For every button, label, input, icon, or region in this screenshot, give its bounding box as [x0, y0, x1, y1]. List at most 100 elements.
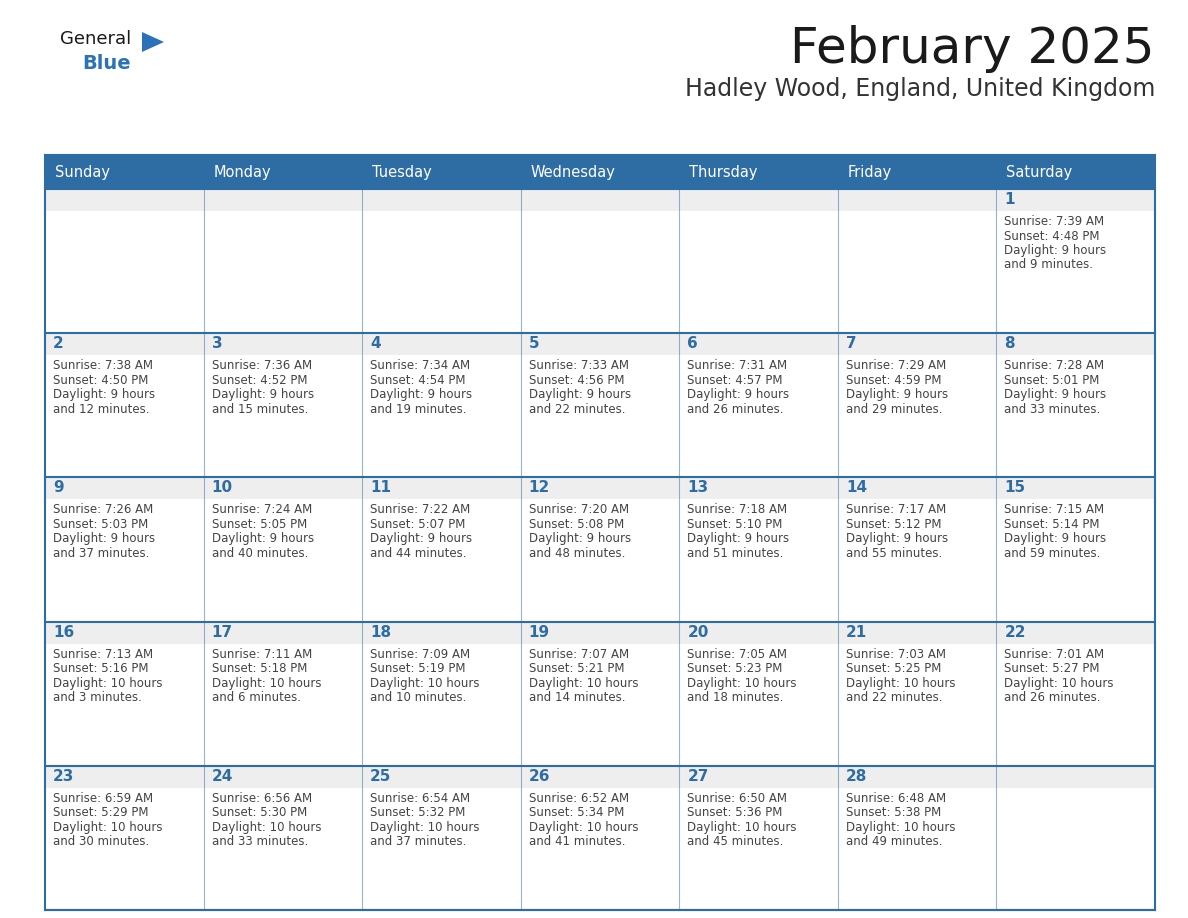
- Text: Daylight: 9 hours: Daylight: 9 hours: [846, 388, 948, 401]
- Bar: [203, 189, 362, 333]
- Text: 13: 13: [688, 480, 708, 496]
- Text: 4: 4: [371, 336, 381, 352]
- Text: Friday: Friday: [848, 164, 892, 180]
- Text: Sunrise: 7:39 AM: Sunrise: 7:39 AM: [1004, 215, 1105, 228]
- Text: and 18 minutes.: and 18 minutes.: [688, 691, 784, 704]
- Bar: [997, 766, 1155, 910]
- Text: Sunset: 4:52 PM: Sunset: 4:52 PM: [211, 374, 307, 386]
- Text: Sunset: 5:19 PM: Sunset: 5:19 PM: [371, 662, 466, 675]
- Bar: [838, 333, 997, 477]
- Text: 1: 1: [1004, 192, 1015, 207]
- Text: Sunset: 5:14 PM: Sunset: 5:14 PM: [1004, 518, 1100, 531]
- Text: and 9 minutes.: and 9 minutes.: [1004, 259, 1093, 272]
- Text: and 29 minutes.: and 29 minutes.: [846, 403, 942, 416]
- Bar: [997, 766, 1155, 788]
- Text: and 37 minutes.: and 37 minutes.: [53, 547, 150, 560]
- Bar: [520, 621, 680, 766]
- Text: and 44 minutes.: and 44 minutes.: [371, 547, 467, 560]
- Bar: [680, 189, 838, 333]
- Bar: [520, 766, 680, 788]
- Text: and 19 minutes.: and 19 minutes.: [371, 403, 467, 416]
- Text: 14: 14: [846, 480, 867, 496]
- Bar: [838, 766, 997, 910]
- Text: 3: 3: [211, 336, 222, 352]
- Text: 11: 11: [371, 480, 391, 496]
- Bar: [362, 189, 520, 333]
- Bar: [997, 189, 1155, 333]
- Text: Daylight: 10 hours: Daylight: 10 hours: [846, 677, 955, 689]
- Text: 9: 9: [53, 480, 64, 496]
- Text: Saturday: Saturday: [1006, 164, 1073, 180]
- Text: Sunrise: 7:20 AM: Sunrise: 7:20 AM: [529, 503, 628, 517]
- Text: 26: 26: [529, 768, 550, 784]
- Text: and 10 minutes.: and 10 minutes.: [371, 691, 467, 704]
- Text: 23: 23: [53, 768, 75, 784]
- Text: Sunset: 5:23 PM: Sunset: 5:23 PM: [688, 662, 783, 675]
- Bar: [362, 477, 520, 499]
- Text: Sunset: 4:50 PM: Sunset: 4:50 PM: [53, 374, 148, 386]
- Text: Daylight: 10 hours: Daylight: 10 hours: [211, 821, 321, 834]
- Bar: [520, 333, 680, 477]
- Bar: [838, 189, 997, 211]
- Text: Sunset: 5:12 PM: Sunset: 5:12 PM: [846, 518, 941, 531]
- Bar: [203, 477, 362, 621]
- Text: Sunrise: 7:15 AM: Sunrise: 7:15 AM: [1004, 503, 1105, 517]
- Bar: [520, 477, 680, 621]
- Text: Sunset: 5:30 PM: Sunset: 5:30 PM: [211, 806, 307, 819]
- Text: Sunrise: 6:52 AM: Sunrise: 6:52 AM: [529, 792, 628, 805]
- Bar: [997, 333, 1155, 355]
- Bar: [45, 766, 203, 910]
- Text: Sunset: 5:05 PM: Sunset: 5:05 PM: [211, 518, 307, 531]
- Text: Sunset: 5:21 PM: Sunset: 5:21 PM: [529, 662, 624, 675]
- Bar: [45, 189, 203, 211]
- Text: Sunset: 5:08 PM: Sunset: 5:08 PM: [529, 518, 624, 531]
- Text: Daylight: 10 hours: Daylight: 10 hours: [688, 821, 797, 834]
- Bar: [997, 621, 1155, 766]
- Text: Sunrise: 6:56 AM: Sunrise: 6:56 AM: [211, 792, 311, 805]
- Text: Daylight: 9 hours: Daylight: 9 hours: [688, 388, 789, 401]
- Bar: [838, 477, 997, 499]
- Text: Sunrise: 7:36 AM: Sunrise: 7:36 AM: [211, 359, 311, 372]
- Text: and 33 minutes.: and 33 minutes.: [211, 835, 308, 848]
- Bar: [362, 621, 520, 644]
- Text: Blue: Blue: [82, 54, 131, 73]
- Bar: [45, 155, 1155, 189]
- Bar: [45, 477, 203, 621]
- Text: Sunrise: 7:11 AM: Sunrise: 7:11 AM: [211, 647, 311, 661]
- Bar: [362, 333, 520, 477]
- Bar: [680, 766, 838, 910]
- Text: Sunrise: 7:09 AM: Sunrise: 7:09 AM: [371, 647, 470, 661]
- Bar: [997, 333, 1155, 477]
- Text: 27: 27: [688, 768, 709, 784]
- Text: 24: 24: [211, 768, 233, 784]
- Bar: [362, 333, 520, 355]
- Text: Daylight: 9 hours: Daylight: 9 hours: [211, 532, 314, 545]
- Text: 15: 15: [1004, 480, 1025, 496]
- Text: and 49 minutes.: and 49 minutes.: [846, 835, 942, 848]
- Text: Daylight: 9 hours: Daylight: 9 hours: [53, 532, 156, 545]
- Text: Tuesday: Tuesday: [372, 164, 432, 180]
- Text: Daylight: 10 hours: Daylight: 10 hours: [688, 677, 797, 689]
- Text: Sunset: 5:03 PM: Sunset: 5:03 PM: [53, 518, 148, 531]
- Text: Sunrise: 7:01 AM: Sunrise: 7:01 AM: [1004, 647, 1105, 661]
- Text: Sunset: 4:48 PM: Sunset: 4:48 PM: [1004, 230, 1100, 242]
- Bar: [520, 477, 680, 499]
- Text: Hadley Wood, England, United Kingdom: Hadley Wood, England, United Kingdom: [684, 77, 1155, 101]
- Text: Daylight: 9 hours: Daylight: 9 hours: [529, 388, 631, 401]
- Text: and 15 minutes.: and 15 minutes.: [211, 403, 308, 416]
- Text: and 26 minutes.: and 26 minutes.: [1004, 691, 1101, 704]
- Text: 10: 10: [211, 480, 233, 496]
- Bar: [520, 333, 680, 355]
- Bar: [680, 766, 838, 788]
- Text: Sunrise: 6:59 AM: Sunrise: 6:59 AM: [53, 792, 153, 805]
- Bar: [997, 621, 1155, 644]
- Text: Sunset: 5:27 PM: Sunset: 5:27 PM: [1004, 662, 1100, 675]
- Text: Sunrise: 7:03 AM: Sunrise: 7:03 AM: [846, 647, 946, 661]
- Text: Sunrise: 7:29 AM: Sunrise: 7:29 AM: [846, 359, 946, 372]
- Text: 12: 12: [529, 480, 550, 496]
- Text: General: General: [61, 30, 131, 48]
- Text: Daylight: 10 hours: Daylight: 10 hours: [211, 677, 321, 689]
- Bar: [203, 189, 362, 211]
- Text: Sunrise: 7:24 AM: Sunrise: 7:24 AM: [211, 503, 311, 517]
- Polygon shape: [143, 32, 164, 52]
